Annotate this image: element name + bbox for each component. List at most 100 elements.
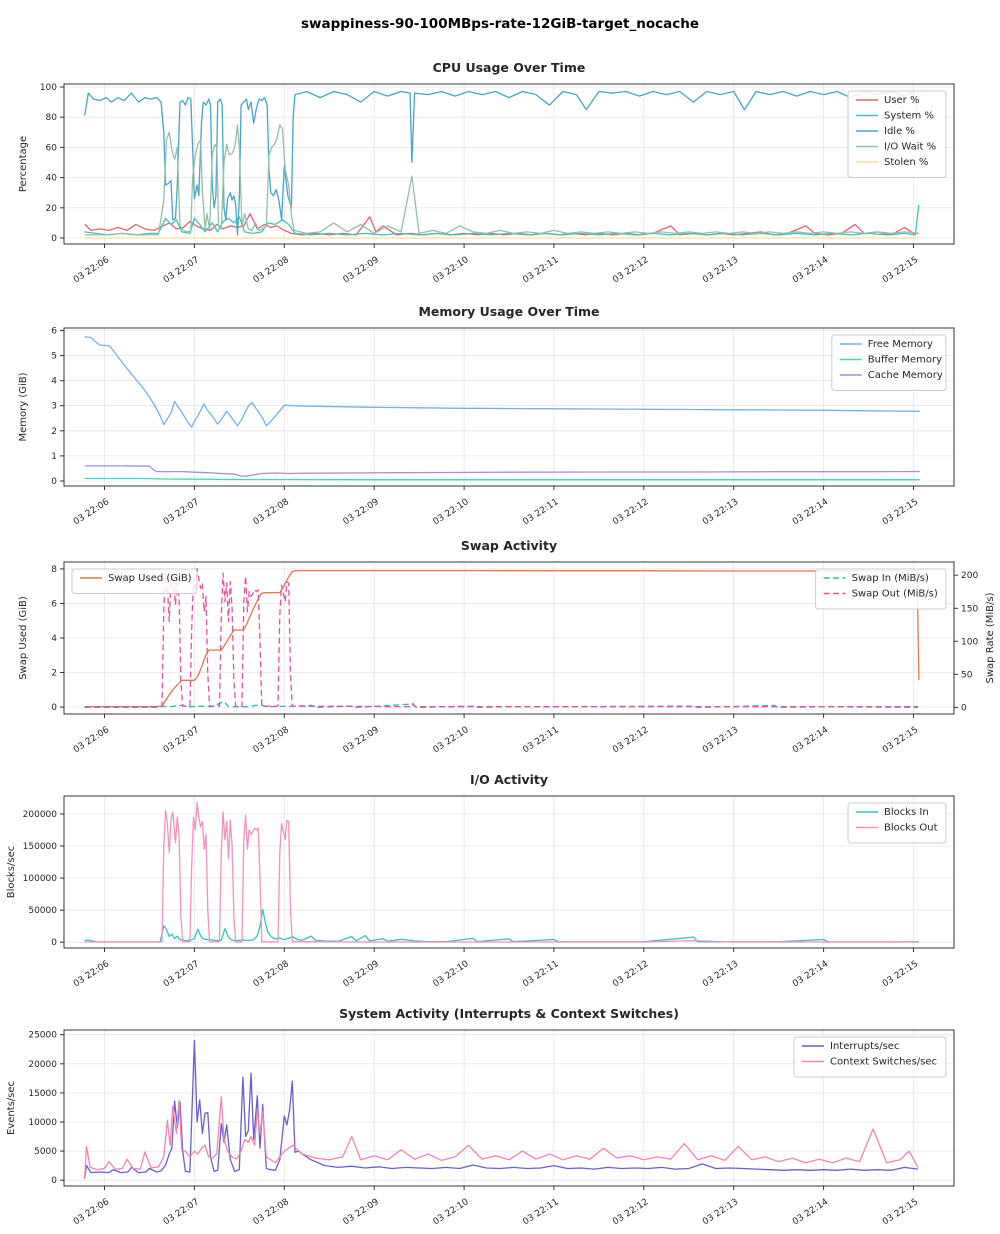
svg-text:150000: 150000: [23, 842, 58, 852]
axes-spines: [63, 1029, 955, 1187]
svg-text:03 22:08: 03 22:08: [252, 255, 291, 285]
svg-text:03 22:09: 03 22:09: [342, 497, 381, 527]
y-axis-label-right: Swap Rate (MiB/s): [985, 592, 996, 683]
axis-ticks: 0 1 2 3 4 5 6 03 22:06 03 22:07 03 22:08 03 22:09 0…: [51, 327, 920, 528]
svg-text:100: 100: [961, 637, 978, 647]
svg-text:03 22:06: 03 22:06: [72, 959, 111, 989]
svg-text:03 22:07: 03 22:07: [162, 725, 201, 755]
system-activity-chart: System Activity (Interrupts & Context Sw…: [0, 1000, 1000, 1234]
svg-text:3: 3: [51, 402, 57, 412]
svg-text:03 22:07: 03 22:07: [162, 959, 201, 989]
axes-spines: [63, 327, 955, 487]
svg-text:03 22:11: 03 22:11: [521, 497, 560, 527]
svg-text:6: 6: [51, 327, 57, 337]
svg-text:03 22:06: 03 22:06: [72, 1197, 111, 1227]
y-axis-label: Events/sec: [6, 1081, 17, 1135]
series-group: [84, 1039, 919, 1180]
svg-text:03 22:06: 03 22:06: [72, 255, 111, 285]
svg-text:40: 40: [46, 174, 58, 184]
svg-text:03 22:15: 03 22:15: [881, 725, 920, 755]
svg-text:03 22:09: 03 22:09: [342, 255, 381, 285]
svg-text:03 22:14: 03 22:14: [791, 1197, 830, 1227]
svg-text:20: 20: [46, 204, 58, 214]
memory-usage-chart: Memory Usage Over Time 0 1 2 3 4 5 6 03 22:06 03 …: [0, 298, 1000, 532]
axis-ticks: 0 20 40 60 80 100 03 22:06 03 22:07 03 22:08 03 2…: [40, 83, 920, 285]
svg-text:80: 80: [46, 113, 58, 123]
axes-spines: [63, 795, 955, 949]
svg-text:03 22:10: 03 22:10: [432, 725, 471, 755]
svg-text:Swap Out (MiB/s): Swap Out (MiB/s): [852, 589, 938, 600]
svg-text:Cache Memory: Cache Memory: [868, 370, 943, 381]
series-buffer-memory: [84, 477, 920, 481]
svg-text:03 22:09: 03 22:09: [342, 959, 381, 989]
svg-text:03 22:11: 03 22:11: [521, 1197, 560, 1227]
svg-text:03 22:12: 03 22:12: [611, 725, 650, 755]
svg-text:03 22:14: 03 22:14: [791, 497, 830, 527]
svg-text:Stolen %: Stolen %: [884, 157, 928, 168]
svg-text:200: 200: [961, 571, 978, 581]
series-swap-out-mib-s: [84, 567, 918, 708]
svg-text:8: 8: [51, 565, 57, 575]
svg-text:Blocks In: Blocks In: [884, 807, 929, 818]
memory-usage-over-time-svg: Memory Usage Over Time 0 1 2 3 4 5 6 03 22:06 03 …: [18, 304, 955, 528]
svg-text:03 22:12: 03 22:12: [611, 255, 650, 285]
svg-text:03 22:11: 03 22:11: [521, 255, 560, 285]
legend: Free Memory Buffer Memory Cache Memory: [831, 334, 947, 391]
series-group: [84, 336, 920, 481]
svg-text:03 22:06: 03 22:06: [72, 725, 111, 755]
legend: Swap Used (GiB): [71, 568, 198, 594]
svg-text:0: 0: [51, 703, 57, 713]
svg-text:03 22:07: 03 22:07: [162, 1197, 201, 1227]
svg-text:03 22:13: 03 22:13: [701, 255, 740, 285]
figure-title: swappiness-90-100MBps-rate-12GiB-target_…: [301, 16, 699, 32]
svg-text:50: 50: [961, 670, 973, 680]
svg-text:Blocks Out: Blocks Out: [884, 823, 938, 834]
series-cache-memory: [84, 465, 920, 477]
legend: Swap In (MiB/s) Swap Out (MiB/s): [815, 568, 947, 610]
io-activity-chart: I/O Activity 0 50000 100000 150000 200000 03 2…: [0, 766, 1000, 1000]
svg-text:03 22:08: 03 22:08: [252, 497, 291, 527]
svg-text:03 22:12: 03 22:12: [611, 1197, 650, 1227]
svg-text:Swap Used (GiB): Swap Used (GiB): [108, 573, 192, 584]
series-system: [84, 204, 920, 236]
svg-text:03 22:08: 03 22:08: [252, 959, 291, 989]
svg-text:25000: 25000: [28, 1031, 57, 1041]
series-blocks-in: [84, 908, 919, 943]
cpu-usage-chart: CPU Usage Over Time 0 20 40 60 80 100 03 22:06 0…: [0, 54, 1000, 298]
svg-text:0: 0: [51, 234, 57, 244]
series-group: [84, 90, 920, 239]
svg-text:03 22:07: 03 22:07: [162, 497, 201, 527]
svg-text:Interrupts/sec: Interrupts/sec: [830, 1041, 899, 1052]
svg-text:200000: 200000: [23, 810, 58, 820]
axis-ticks: 0 5000 10000 15000 20000 25000 03 22:06 03 22:0…: [28, 1031, 920, 1228]
svg-text:Context Switches/sec: Context Switches/sec: [830, 1057, 937, 1068]
svg-text:4: 4: [51, 377, 57, 387]
svg-text:0: 0: [961, 703, 967, 713]
svg-text:03 22:09: 03 22:09: [342, 725, 381, 755]
svg-text:03 22:09: 03 22:09: [342, 1197, 381, 1227]
svg-text:03 22:13: 03 22:13: [701, 725, 740, 755]
svg-text:Swap In (MiB/s): Swap In (MiB/s): [852, 573, 929, 584]
svg-text:100: 100: [40, 83, 57, 93]
svg-text:03 22:13: 03 22:13: [701, 1197, 740, 1227]
svg-text:03 22:15: 03 22:15: [881, 497, 920, 527]
series-group: [84, 801, 919, 943]
swap-activity-chart: Swap Activity 0 2 4 6 8 0 50 100 150 200 03 22:06 03…: [0, 532, 1000, 766]
svg-text:03 22:08: 03 22:08: [252, 725, 291, 755]
series-swap-used-gib: [84, 569, 920, 708]
legend: Interrupts/sec Context Switches/sec: [793, 1036, 947, 1078]
svg-text:4: 4: [51, 634, 57, 644]
svg-text:2: 2: [51, 427, 57, 437]
svg-text:03 22:10: 03 22:10: [432, 1197, 471, 1227]
axes-spines: [63, 83, 955, 245]
svg-text:03 22:10: 03 22:10: [432, 255, 471, 285]
svg-text:03 22:15: 03 22:15: [881, 959, 920, 989]
grid: [64, 796, 954, 948]
series-i-o-wait: [84, 124, 919, 236]
legend: Blocks In Blocks Out: [847, 802, 947, 844]
svg-text:03 22:14: 03 22:14: [791, 959, 830, 989]
svg-text:System %: System %: [884, 111, 934, 122]
y-axis-label: Percentage: [18, 136, 29, 192]
